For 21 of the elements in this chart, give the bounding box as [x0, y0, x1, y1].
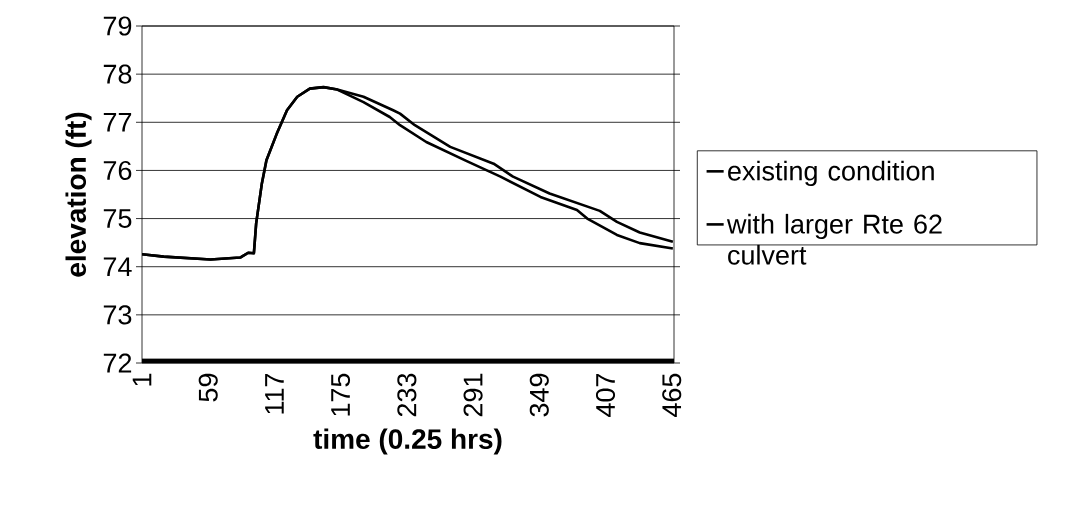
x-tick-label: 233: [397, 373, 417, 417]
x-tick-label: 117: [265, 373, 284, 414]
legend-label: existing condition: [728, 160, 934, 186]
legend-label: with larger Rte 62 culvert: [726, 213, 942, 265]
y-tick-label: 78: [103, 64, 132, 84]
y-tick-label: 76: [103, 160, 132, 180]
x-tick-label: 407: [595, 373, 616, 417]
x-tick-label: 349: [529, 373, 549, 417]
y-tick-label: 75: [103, 209, 132, 228]
x-tick-label: 291: [463, 373, 483, 417]
y-tick-label: 74: [103, 257, 132, 277]
x-tick-label: 59: [198, 373, 218, 402]
y-tick-label: 72: [103, 353, 132, 373]
y-tick-label: 73: [103, 305, 132, 325]
x-axis-title: time (0.25 hrs): [313, 428, 502, 455]
x-tick-label: 1: [132, 373, 152, 386]
y-tick-label: 77: [103, 112, 132, 132]
y-tick-label: 79: [103, 16, 132, 36]
x-tick-label: 465: [662, 373, 682, 417]
x-tick-label: 175: [331, 373, 351, 416]
y-axis-title: elevation (ft): [65, 112, 92, 277]
